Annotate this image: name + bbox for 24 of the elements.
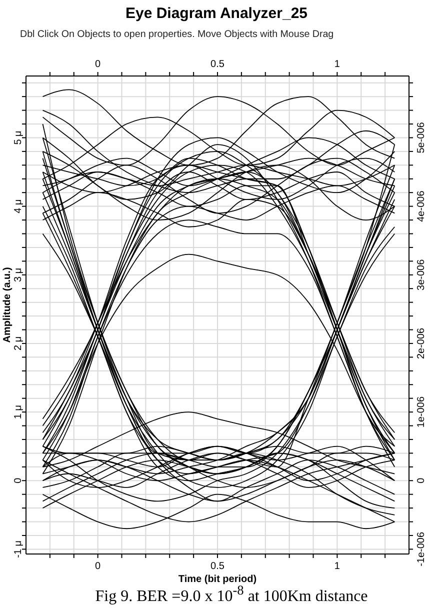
y-tick-label: 1 μ	[12, 404, 24, 420]
y-tick-label: 0	[12, 477, 24, 484]
y2-tick-label: 3e-006	[416, 258, 426, 290]
x-axis-title: Time (bit period)	[178, 574, 257, 584]
x2-tick-label: 0	[95, 561, 102, 572]
y-tick-label: 4 μ	[12, 199, 24, 214]
y-tick-label: 2 μ	[12, 336, 24, 351]
y2-tick-label: 2e-006	[416, 327, 426, 360]
chart-title: Eye Diagram Analyzer_25	[124, 5, 309, 23]
x2-tick-label: 0.5	[210, 561, 225, 572]
y2-tick-label: -1e-006	[416, 532, 426, 566]
y2-tick-label: 5e-006	[416, 122, 426, 154]
y-tick-label: 5 μ	[12, 130, 24, 145]
y2-tick-label: 4e-006	[416, 190, 426, 222]
x-tick-label: 0	[95, 59, 102, 70]
y-tick-label: 3 μ	[12, 268, 24, 282]
y-tick-label: -1 μ	[12, 540, 24, 558]
y2-tick-label: 1e-006	[416, 396, 426, 428]
x-tick-label: 0.5	[210, 59, 225, 70]
x2-tick-label: 1	[334, 561, 340, 572]
y2-tick-label: 0	[416, 477, 426, 484]
chart-subtitle: Dbl Click On Objects to open properties. Move Objects with Mouse Drag	[20, 29, 334, 41]
y-axis-title: Amplitude (a.u.)	[2, 267, 12, 343]
x-tick-label: 1	[334, 59, 340, 70]
